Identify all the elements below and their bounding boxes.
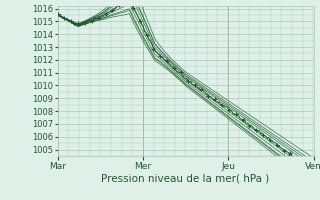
X-axis label: Pression niveau de la mer( hPa ): Pression niveau de la mer( hPa ): [101, 173, 270, 183]
